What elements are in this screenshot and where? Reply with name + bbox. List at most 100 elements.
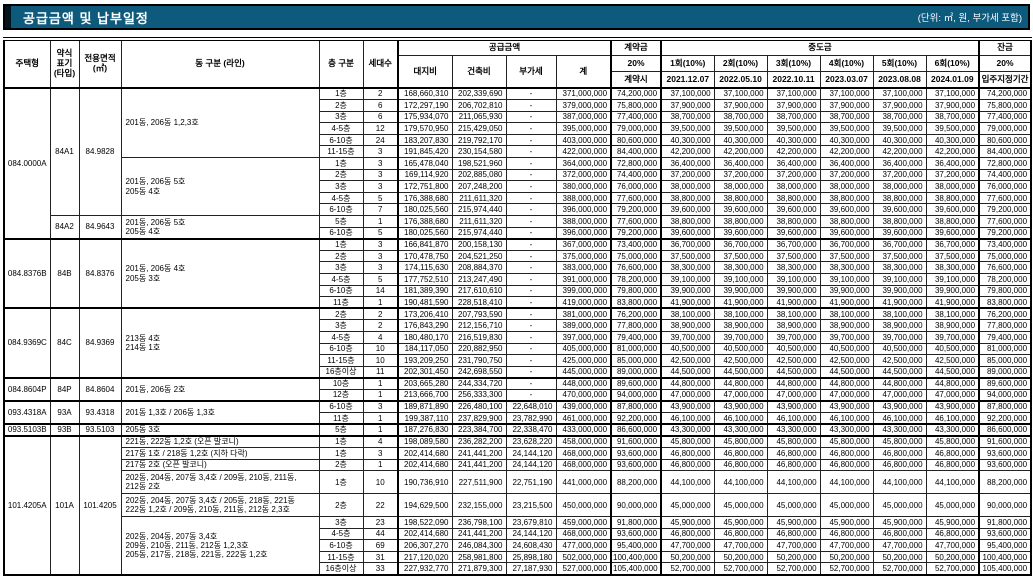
cell-interim-5: 46,800,000 (872, 527, 927, 541)
cell-interim-2: 45,000,000 (713, 493, 768, 518)
cell-interim-4: 38,300,000 (819, 261, 874, 274)
cell-units: 1 (362, 458, 399, 472)
cell-floor: 4-5층 (318, 273, 364, 286)
cell-interim-3: 43,900,000 (766, 400, 821, 414)
cell-area: 101.4205 (78, 434, 122, 576)
cell-interim-6: 40,500,000 (925, 342, 980, 356)
cell-down-payment: 79,200,000 (610, 226, 662, 240)
cell-interim-1: 38,000,000 (660, 180, 715, 193)
cell-interim-2: 52,700,000 (713, 562, 768, 576)
cell-down-payment: 93,600,000 (610, 458, 662, 472)
cell-interim-4: 45,900,000 (819, 516, 874, 529)
cell-area: 84.9369 (78, 307, 122, 379)
cell-building-price: 246,084,300 (451, 539, 507, 552)
cell-vat: 24,144,120 (505, 527, 557, 541)
cell-floor: 4-5층 (318, 191, 364, 205)
cell-interim-5: 45,000,000 (872, 493, 927, 518)
cell-interim-1: 38,900,000 (660, 319, 715, 332)
col-header-interim-date-6: 2024.01.09 (925, 71, 980, 89)
cell-total: 468,000,000 (555, 446, 612, 460)
cell-balance: 93,600,000 (978, 458, 1032, 472)
cell-total: 459,000,000 (555, 516, 612, 529)
cell-interim-3: 39,900,000 (766, 284, 821, 298)
cell-area: 84.9828 (78, 87, 122, 217)
cell-balance: 79,000,000 (978, 122, 1032, 135)
cell-vat: - (505, 296, 557, 309)
cell-floor: 4-5층 (318, 527, 364, 541)
cell-down-payment: 81,000,000 (610, 342, 662, 356)
cell-interim-1: 41,900,000 (660, 296, 715, 309)
table-row: 6-10층 7 180,025,560 215,974,440-396,000,000… (4, 203, 1032, 217)
cell-units: 3 (362, 249, 399, 263)
cell-interim-2: 45,800,000 (713, 434, 768, 448)
cell-housing-type: 093.4318A (3, 400, 51, 425)
cell-floor: 11층 (318, 296, 364, 309)
cell-balance: 105,400,000 (978, 562, 1032, 576)
col-header-down-pct: 20% (610, 55, 662, 72)
cell-interim-2: 47,700,000 (713, 539, 768, 552)
cell-down-payment: 80,600,000 (610, 133, 662, 147)
cell-units: 1 (362, 388, 399, 402)
cell-interim-1: 47,000,000 (660, 388, 715, 402)
col-header-units: 세대수 (362, 38, 399, 89)
cell-interim-4: 42,200,000 (819, 145, 874, 159)
cell-floor: 6-10층 (318, 539, 364, 552)
cell-floor: 3층 (318, 180, 364, 193)
cell-interim-2: 39,600,000 (713, 226, 768, 240)
cell-total: 388,000,000 (555, 191, 612, 205)
table-row: 3층 6 175,934,070 211,065,930-387,000,000 77,… (4, 110, 1032, 124)
table-row: 6-10층 14 181,389,390 217,610,610-399,000,00… (4, 284, 1032, 298)
cell-down-payment: 83,800,000 (610, 296, 662, 309)
cell-interim-2: 47,000,000 (713, 388, 768, 402)
cell-land-price: 173,206,410 (397, 307, 453, 321)
col-header-balance-when: 입주지정기간 (978, 71, 1032, 89)
cell-down-payment: 85,000,000 (610, 354, 662, 367)
cell-interim-3: 39,600,000 (766, 203, 821, 217)
cell-interim-1: 44,100,000 (660, 470, 715, 495)
cell-interim-6: 38,700,000 (925, 110, 980, 124)
cell-down-payment: 74,200,000 (610, 87, 662, 101)
cell-down-payment: 76,000,000 (610, 180, 662, 193)
cell-floor: 10층 (318, 376, 364, 390)
cell-interim-2: 37,200,000 (713, 168, 768, 182)
cell-units: 31 (362, 550, 399, 564)
cell-balance: 73,400,000 (978, 237, 1032, 251)
table-row: 3층 2 176,843,290 212,156,710-389,000,000 77,… (4, 319, 1032, 332)
cell-balance: 80,600,000 (978, 133, 1032, 147)
cell-vat: - (505, 133, 557, 147)
cell-floor: 6-10층 (318, 284, 364, 298)
cell-interim-5: 38,900,000 (872, 319, 927, 332)
cell-building-price: 227,511,900 (451, 470, 507, 495)
cell-vat: - (505, 388, 557, 402)
cell-units: 24 (362, 133, 399, 147)
cell-interim-6: 38,900,000 (925, 319, 980, 332)
cell-area: 84.8604 (78, 376, 122, 402)
col-header-interim-date-5: 2023.08.08 (872, 71, 927, 89)
cell-units: 10 (362, 354, 399, 367)
cell-floor: 2층 (318, 99, 364, 112)
cell-short-code: 84A2 (49, 215, 80, 240)
cell-land-price: 181,389,390 (397, 284, 453, 298)
cell-total: 458,000,000 (555, 434, 612, 448)
col-header-interim-6: 6회(10%) (925, 55, 980, 72)
cell-balance: 85,000,000 (978, 354, 1032, 367)
cell-interim-5: 43,300,000 (872, 423, 927, 437)
cell-building-price: 226,480,100 (451, 400, 507, 414)
cell-dong: 202동, 204동, 207동 3,4호 / 209동, 210동, 211동… (120, 470, 320, 495)
cell-interim-5: 40,300,000 (872, 133, 927, 147)
cell-down-payment: 91,600,000 (610, 434, 662, 448)
cell-dong: 201동 1,3호 / 206동 1,3호 (120, 400, 320, 425)
cell-floor: 1층 (318, 157, 364, 170)
cell-balance: 91,800,000 (978, 516, 1032, 529)
cell-interim-1: 50,200,000 (660, 550, 715, 564)
cell-interim-1: 37,900,000 (660, 99, 715, 112)
cell-units: 1 (362, 376, 399, 390)
cell-interim-6: 37,900,000 (925, 99, 980, 112)
cell-interim-3: 40,300,000 (766, 133, 821, 147)
cell-interim-1: 43,900,000 (660, 400, 715, 414)
cell-interim-3: 46,800,000 (766, 446, 821, 460)
cell-units: 1 (362, 215, 399, 228)
cell-interim-1: 46,800,000 (660, 458, 715, 472)
cell-building-price: 232,155,000 (451, 493, 507, 518)
cell-interim-3: 39,500,000 (766, 122, 821, 135)
